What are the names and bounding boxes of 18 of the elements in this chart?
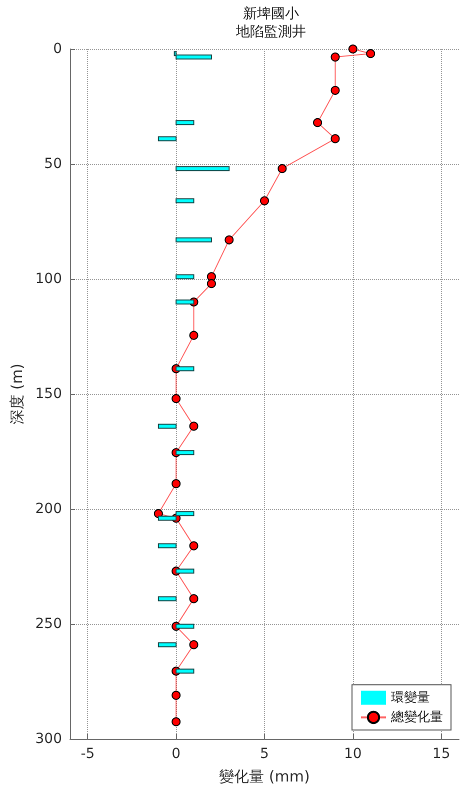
y-tick-label: 50 (44, 156, 62, 172)
x-tick-label: 15 (432, 746, 450, 762)
x-tick-label: -5 (80, 746, 95, 762)
y-tick-label: 200 (35, 501, 62, 517)
x-tick-label: 10 (344, 746, 362, 762)
x-axis-title: 變化量 (mm) (219, 768, 310, 786)
y-tick-label: 150 (35, 386, 62, 402)
y-axis-title: 深度 (m) (8, 363, 26, 425)
legend-label: 環變量 (391, 690, 430, 706)
x-tick-label: 0 (172, 746, 181, 762)
chart-subtitle: 地陷監測井 (235, 24, 306, 40)
chart-title: 新埤國小 (243, 6, 299, 22)
legend-label: 總變化量 (390, 710, 443, 725)
x-tick-label: 5 (260, 746, 269, 762)
y-tick-label: 100 (35, 271, 62, 287)
y-tick-label: 0 (53, 41, 62, 57)
y-tick-label: 300 (35, 731, 62, 747)
y-tick-label: 250 (35, 616, 62, 632)
